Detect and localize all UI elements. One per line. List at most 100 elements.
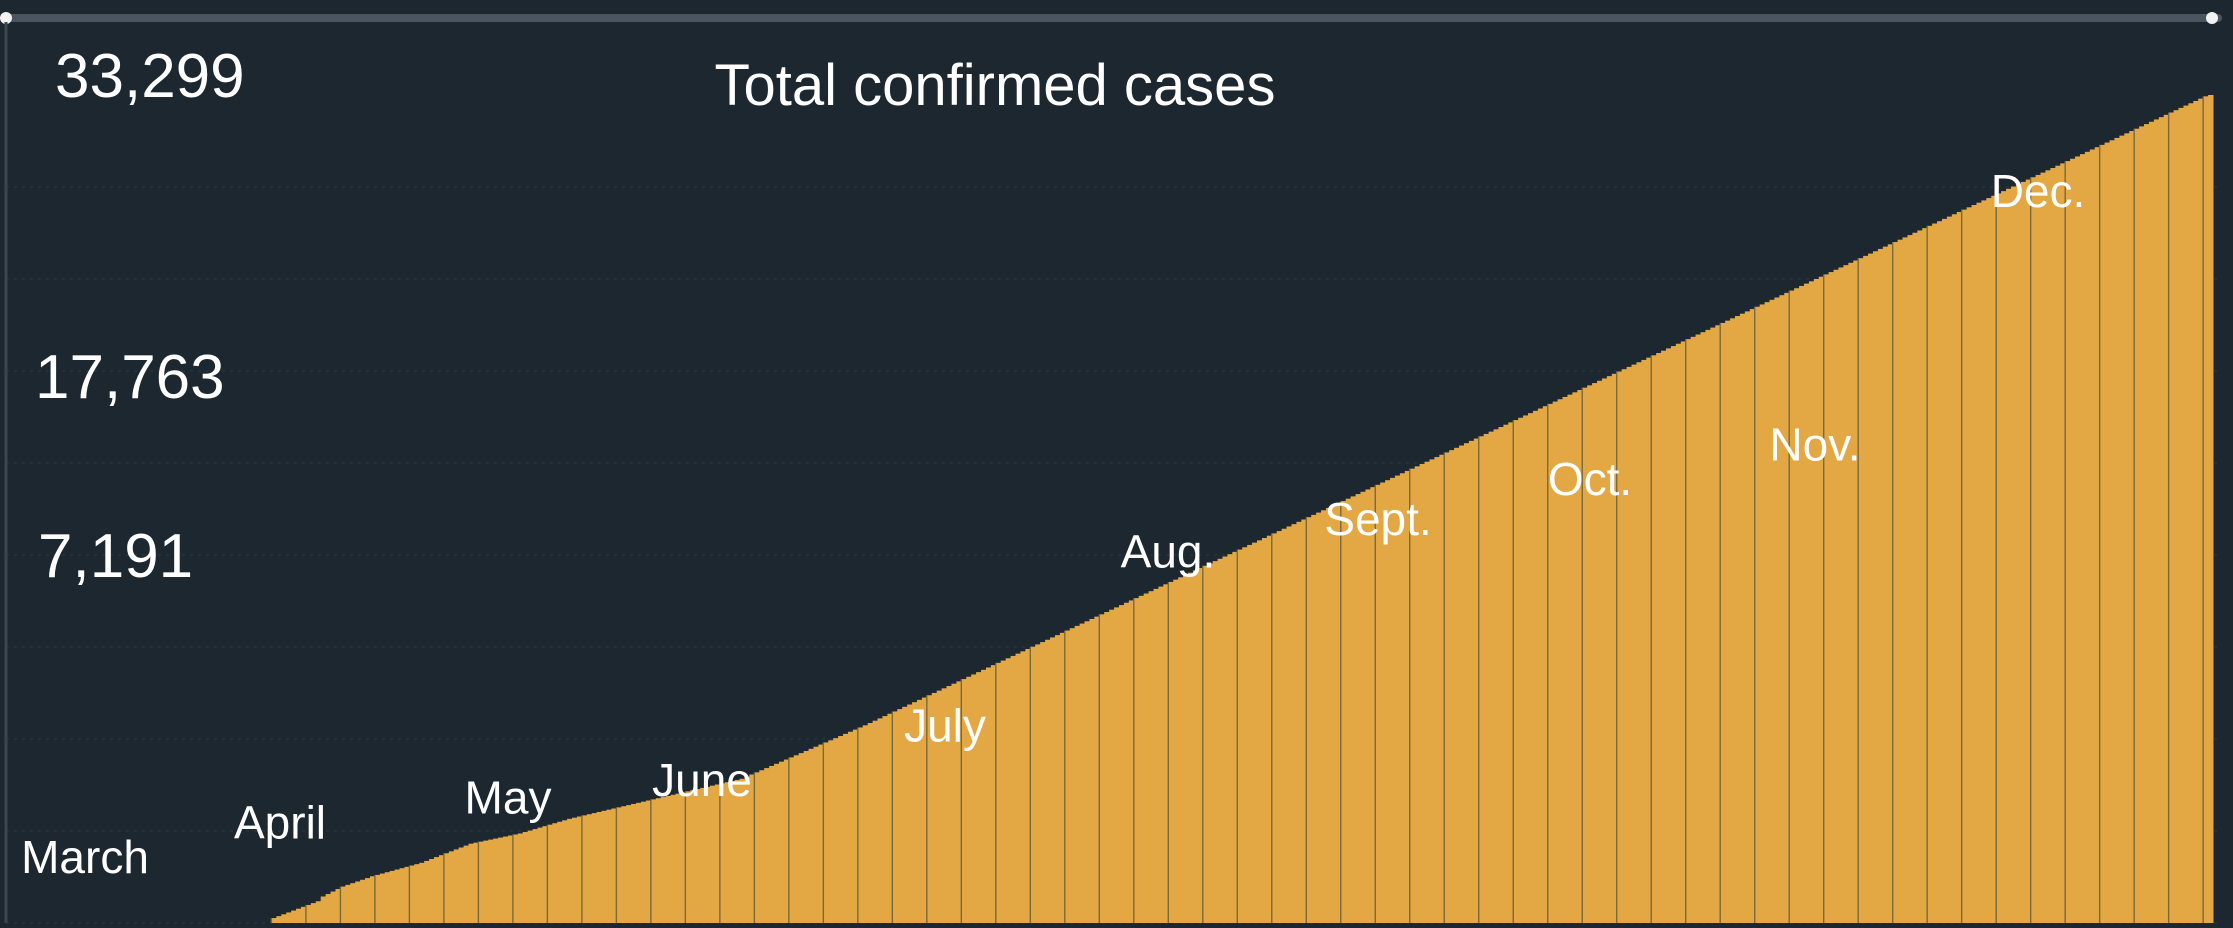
bar <box>1390 477 1396 923</box>
bar <box>1385 480 1391 923</box>
bar <box>1641 359 1647 923</box>
bar <box>719 783 726 923</box>
bar <box>1887 244 1894 923</box>
bar <box>394 869 401 923</box>
bar <box>2035 174 2042 923</box>
month-label: June <box>652 754 752 806</box>
bar <box>739 778 745 923</box>
range-slider-start-handle[interactable] <box>0 12 12 24</box>
bar <box>552 823 558 923</box>
bar <box>1513 420 1519 923</box>
bar <box>2010 186 2017 923</box>
bar <box>1000 660 1007 923</box>
bar <box>576 816 583 923</box>
bar <box>340 886 346 923</box>
bar <box>1439 454 1445 923</box>
bar <box>1128 600 1135 923</box>
bar <box>1710 327 1716 923</box>
bar <box>498 837 504 923</box>
range-slider-track[interactable] <box>6 14 2222 22</box>
bar <box>971 674 977 923</box>
bar <box>1547 403 1554 923</box>
bar <box>1882 246 1889 923</box>
bar <box>2079 154 2086 923</box>
bar <box>503 836 509 923</box>
bar <box>1079 623 1086 923</box>
bar <box>1183 575 1189 923</box>
bar <box>532 829 539 923</box>
bar <box>1941 218 1948 923</box>
bar <box>1281 528 1288 923</box>
bar <box>581 815 588 923</box>
bar <box>458 847 465 923</box>
bar <box>1991 195 1997 923</box>
bar <box>468 843 474 923</box>
bar <box>1764 302 1770 923</box>
bar <box>1311 514 1317 923</box>
bar <box>645 800 652 923</box>
month-label: Aug. <box>1121 525 1216 577</box>
bar <box>606 809 612 923</box>
bar <box>1350 496 1357 923</box>
bar <box>1163 584 1169 923</box>
month-label: July <box>904 699 986 751</box>
bar <box>2119 135 2125 923</box>
bar <box>690 790 696 923</box>
bar <box>966 676 972 923</box>
bar <box>1774 297 1780 923</box>
bar <box>1247 544 1253 923</box>
bar <box>774 763 780 923</box>
bar <box>828 740 834 923</box>
bar <box>1848 262 1854 923</box>
bar <box>951 683 957 923</box>
bar <box>1434 457 1440 923</box>
bar <box>320 896 327 923</box>
bar <box>1153 588 1159 923</box>
bar <box>764 768 770 923</box>
y-tick-label: 33,299 <box>55 42 245 111</box>
bar <box>1518 417 1524 923</box>
bar <box>995 662 1002 923</box>
bar <box>591 813 598 923</box>
bar <box>1252 542 1258 923</box>
bar <box>902 706 908 923</box>
bar <box>2114 137 2120 923</box>
bar <box>276 916 282 923</box>
bar <box>2006 188 2012 923</box>
bar <box>2144 124 2150 923</box>
bar <box>1537 408 1544 923</box>
bar <box>843 733 849 923</box>
bar <box>685 791 691 923</box>
bar <box>2025 179 2032 923</box>
bar <box>1789 290 1795 923</box>
bar <box>1631 364 1637 923</box>
bar <box>1685 339 1692 923</box>
bar <box>1587 385 1593 923</box>
bar <box>670 794 676 923</box>
bar <box>616 807 622 923</box>
bar <box>2030 177 2037 923</box>
bar <box>916 699 923 923</box>
bar <box>1261 538 1268 923</box>
bar <box>1735 316 1741 923</box>
bar <box>1996 193 2002 923</box>
bar <box>1799 285 1805 923</box>
bar <box>931 692 938 923</box>
bar <box>882 716 888 923</box>
bar <box>793 755 800 923</box>
bar <box>1922 228 1928 923</box>
bar <box>1739 313 1746 923</box>
bar <box>1601 378 1608 923</box>
bar <box>1429 459 1435 923</box>
bar <box>1345 498 1352 923</box>
bar <box>857 727 864 923</box>
bar <box>2203 96 2209 923</box>
bar <box>1355 494 1361 923</box>
range-slider-end-handle[interactable] <box>2206 12 2218 24</box>
bar <box>493 838 499 923</box>
bar <box>271 918 277 923</box>
bar <box>813 746 819 923</box>
bar <box>961 679 967 923</box>
bar <box>636 802 642 923</box>
bar <box>2075 156 2081 923</box>
